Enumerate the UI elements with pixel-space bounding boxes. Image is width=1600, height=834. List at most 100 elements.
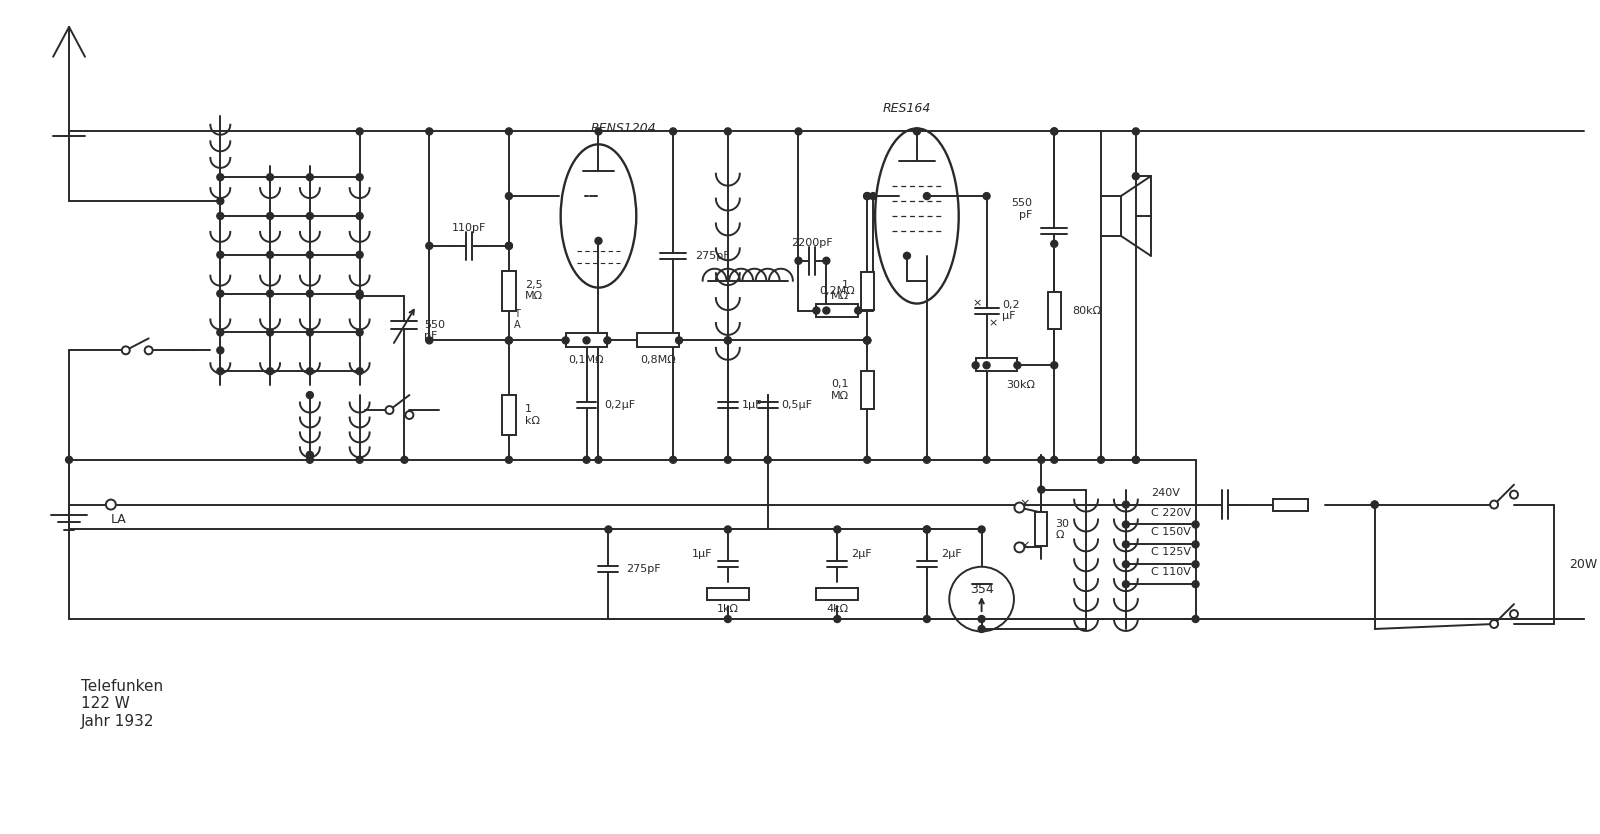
Circle shape [1371, 501, 1378, 508]
Bar [861, 272, 874, 309]
Text: 0,8MΩ: 0,8MΩ [640, 355, 677, 365]
Text: 4kΩ: 4kΩ [826, 604, 848, 614]
Text: 30kΩ: 30kΩ [1006, 380, 1035, 390]
Circle shape [854, 307, 862, 314]
Text: 1
kΩ: 1 kΩ [525, 404, 539, 426]
Circle shape [582, 337, 590, 344]
Circle shape [725, 337, 731, 344]
Circle shape [306, 451, 314, 459]
Circle shape [66, 456, 72, 463]
Circle shape [605, 526, 611, 533]
Circle shape [357, 329, 363, 336]
Circle shape [357, 368, 363, 374]
Circle shape [595, 238, 602, 244]
Text: 0,2MΩ: 0,2MΩ [819, 285, 854, 295]
Circle shape [506, 337, 512, 344]
Circle shape [106, 500, 115, 510]
Circle shape [795, 128, 802, 135]
Text: 240V: 240V [1150, 488, 1179, 498]
Text: 275pF: 275pF [694, 251, 730, 261]
Circle shape [904, 253, 910, 259]
Circle shape [982, 456, 990, 463]
Text: C 150V: C 150V [1150, 527, 1190, 537]
Circle shape [386, 406, 394, 414]
Bar [1048, 292, 1061, 329]
Text: C 125V: C 125V [1150, 547, 1190, 557]
Circle shape [1192, 580, 1198, 588]
Text: 110pF: 110pF [451, 223, 486, 233]
Bar [502, 271, 515, 310]
Circle shape [978, 615, 986, 622]
Circle shape [306, 456, 314, 463]
Circle shape [834, 526, 840, 533]
Bar [1035, 511, 1048, 546]
Text: 1kΩ: 1kΩ [717, 604, 739, 614]
Text: 0,1MΩ: 0,1MΩ [568, 355, 605, 365]
Circle shape [426, 337, 432, 344]
Circle shape [1133, 173, 1139, 179]
Circle shape [1192, 615, 1198, 622]
Circle shape [306, 290, 314, 297]
Circle shape [765, 456, 771, 463]
Circle shape [864, 456, 870, 463]
Circle shape [1192, 560, 1198, 568]
Circle shape [1133, 456, 1139, 463]
Circle shape [670, 128, 677, 135]
Circle shape [1014, 503, 1024, 513]
Circle shape [267, 329, 274, 336]
Circle shape [1051, 362, 1058, 369]
Circle shape [1123, 580, 1130, 588]
Circle shape [582, 456, 590, 463]
Circle shape [864, 193, 870, 199]
Circle shape [864, 337, 870, 344]
Bar [1274, 499, 1309, 510]
Circle shape [506, 193, 512, 199]
Text: 2μF: 2μF [851, 550, 872, 560]
Circle shape [306, 392, 314, 399]
Bar [976, 359, 1018, 371]
Circle shape [725, 526, 731, 533]
Circle shape [144, 346, 152, 354]
Circle shape [1038, 486, 1045, 493]
Circle shape [267, 251, 274, 259]
Circle shape [1123, 541, 1130, 548]
Circle shape [1133, 456, 1139, 463]
Circle shape [923, 615, 930, 622]
Circle shape [218, 173, 224, 181]
Text: ×: × [1019, 498, 1030, 510]
Circle shape [864, 337, 870, 344]
Circle shape [402, 456, 408, 463]
Text: 0,5μF: 0,5μF [781, 400, 813, 410]
Circle shape [1490, 500, 1498, 509]
Circle shape [1510, 610, 1518, 618]
Circle shape [822, 257, 830, 264]
Circle shape [506, 128, 512, 135]
Text: ×: × [989, 319, 998, 329]
Circle shape [357, 456, 363, 463]
Text: 2,5
MΩ: 2,5 MΩ [525, 280, 542, 301]
Text: 1
MΩ: 1 MΩ [830, 280, 850, 301]
Circle shape [1098, 456, 1104, 463]
Circle shape [1051, 456, 1058, 463]
Circle shape [426, 128, 432, 135]
Text: 1μF: 1μF [691, 550, 712, 560]
Circle shape [923, 526, 930, 533]
Text: 0,2μF: 0,2μF [605, 400, 635, 410]
Text: 2200pF: 2200pF [792, 238, 834, 248]
Circle shape [218, 347, 224, 354]
Circle shape [506, 337, 512, 344]
Bar [816, 588, 858, 600]
Text: 275pF: 275pF [626, 565, 661, 575]
Circle shape [1014, 362, 1021, 369]
Circle shape [982, 362, 990, 369]
Circle shape [1051, 128, 1058, 135]
Circle shape [218, 213, 224, 219]
Text: Telefunken
122 W
Jahr 1932: Telefunken 122 W Jahr 1932 [82, 679, 163, 729]
Text: 30
Ω: 30 Ω [1056, 519, 1069, 540]
Circle shape [1133, 128, 1139, 135]
Circle shape [306, 173, 314, 181]
Circle shape [1371, 501, 1378, 508]
Circle shape [864, 193, 870, 199]
Circle shape [405, 411, 413, 419]
Bar [816, 304, 858, 318]
